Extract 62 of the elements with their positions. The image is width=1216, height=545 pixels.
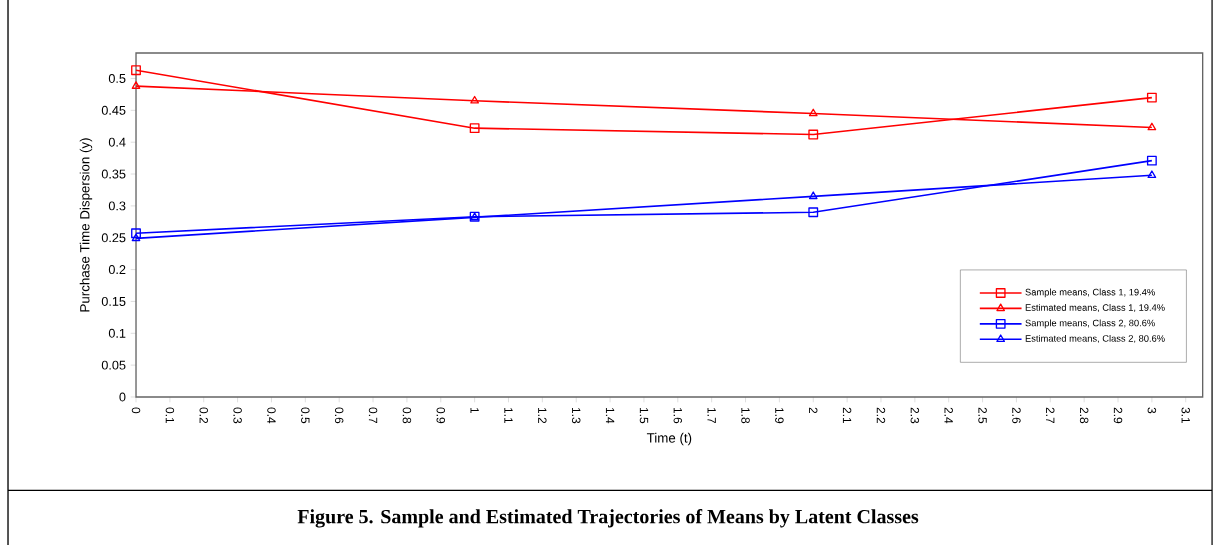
legend-label: Estimated means, Class 1, 19.4% — [1025, 304, 1165, 312]
y-tick-label: 0.1 — [108, 328, 126, 338]
y-tick-label: 0 — [119, 392, 126, 402]
point — [808, 129, 819, 140]
x-tick-label: 1.9 — [775, 407, 784, 424]
point — [1146, 92, 1157, 103]
y-tick-label: 0.05 — [101, 360, 126, 370]
x-tick-label: 1.6 — [673, 407, 683, 424]
x-tick-label: 1.4 — [605, 407, 615, 424]
x-tick-label: 0.1 — [165, 407, 175, 424]
y-tick-label: 0.45 — [101, 105, 126, 115]
point — [131, 65, 141, 76]
legend-label: Sample means, Class 2, 80.6% — [1025, 319, 1155, 329]
x-tick-label: 0.5 — [301, 407, 310, 424]
x-tick-label: 1.1 — [504, 407, 513, 424]
x-tick-label: 2.2 — [876, 407, 886, 424]
y-tick-label: 0.5 — [108, 73, 126, 83]
legend-label: Estimated means, Class 2, 80.6% — [1025, 334, 1165, 343]
point — [470, 95, 479, 104]
x-tick-label: 1.8 — [741, 407, 750, 424]
x-tick-label: 2.9 — [1113, 407, 1123, 424]
point — [1147, 170, 1157, 179]
y-tick-label: 0.35 — [101, 169, 126, 179]
x-tick-label: 1.2 — [538, 407, 547, 424]
point — [808, 108, 818, 117]
x-tick-label: 2.7 — [1046, 407, 1055, 424]
x-tick-label: 1.5 — [639, 407, 649, 424]
x-tick-label: 2.3 — [910, 407, 920, 424]
x-tick-label: 0 — [131, 407, 141, 414]
x-tick-label: 3.1 — [1181, 407, 1190, 424]
y-tick-label: 0.2 — [108, 265, 126, 275]
x-tick-label: 1 — [470, 407, 479, 414]
y-tick-label: 0.15 — [101, 296, 126, 306]
x-tick-label: 0.9 — [436, 407, 446, 424]
x-tick-label: 3 — [1147, 407, 1157, 414]
x-tick-label: 0.4 — [267, 407, 276, 424]
y-tick-label: 0.3 — [108, 201, 126, 211]
x-tick-label: 0.6 — [334, 407, 344, 424]
text: Figure 5. Sample and Estimated Trajectories of Means by Latent Classes — [297, 509, 919, 528]
x-tick-label: 1.3 — [571, 407, 581, 424]
y-tick-label: 0.4 — [108, 137, 126, 147]
x-tick-label: 2.1 — [842, 407, 852, 424]
x-axis-title: Time (t) — [646, 432, 692, 446]
x-tick-label: 0.3 — [233, 407, 242, 424]
point — [469, 123, 480, 134]
point — [808, 207, 819, 218]
legend-label: Sample means, Class 1, 19.4% — [1025, 288, 1155, 298]
x-tick-label: 2 — [809, 407, 818, 414]
x-tick-label: 2.6 — [1012, 407, 1021, 424]
y-tick-label: 0.25 — [101, 233, 126, 243]
x-tick-label: 0.7 — [368, 407, 378, 424]
x-tick-label: 0.2 — [199, 407, 208, 424]
point — [1147, 122, 1157, 131]
x-tick-label: 2.5 — [978, 407, 987, 424]
x-tick-label: 2.8 — [1079, 407, 1089, 424]
point — [808, 191, 818, 200]
x-tick-label: 1.7 — [707, 407, 716, 424]
x-tick-label: 0.8 — [402, 407, 412, 424]
point — [1146, 155, 1157, 166]
x-tick-label: 2.4 — [944, 407, 953, 424]
y-axis-title: Purchase Time Dispersion (y) — [79, 138, 93, 312]
point — [131, 81, 141, 89]
